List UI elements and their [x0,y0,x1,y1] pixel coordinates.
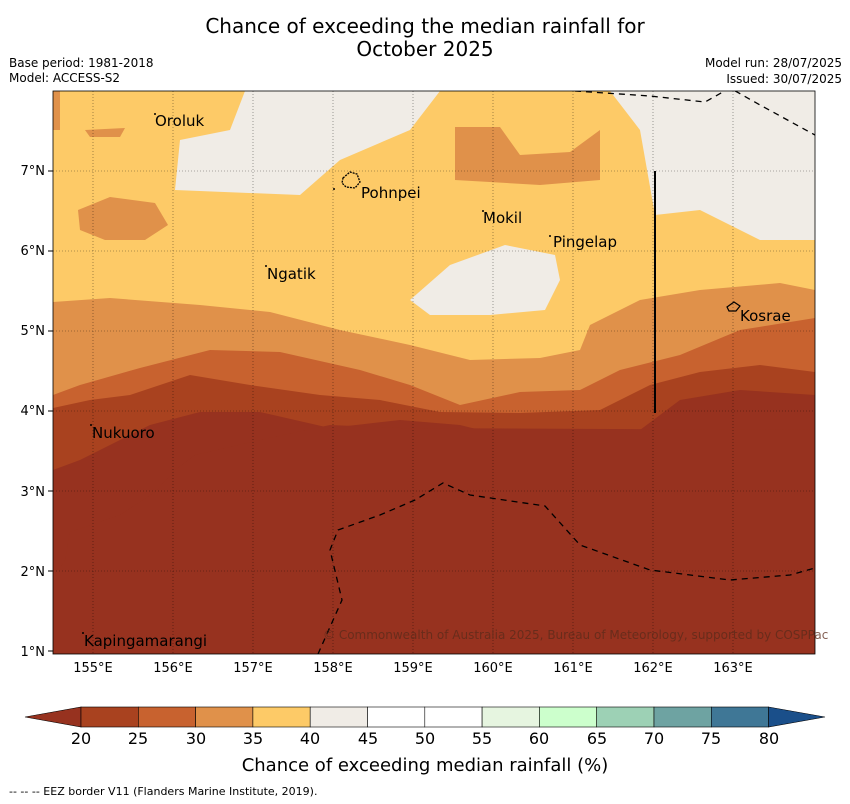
colorbar-tick: 80 [758,729,780,748]
lat-label: 2°N [20,565,46,580]
place-label-kosrae: Kosrae [740,307,791,325]
place-label-pohnpei: Pohnpei [361,184,421,202]
lon-label: 160°E [473,661,513,676]
colorbar-tick: 60 [528,729,550,748]
lon-label: 162°E [633,661,673,676]
lat-label: 4°N [20,404,46,419]
lat-label: 6°N [20,244,46,259]
place-label-oroluk: Oroluk [155,112,205,130]
colorbar-tick: 75 [700,729,722,748]
atoll-markers [82,113,551,634]
kosrae-island-icon [726,301,741,312]
pohnpei-island-icon [341,171,361,189]
place-label-kapingamarangi: Kapingamarangi [84,632,208,650]
lon-label: 161°E [553,661,593,676]
place-label-ngatik: Ngatik [267,265,316,283]
lon-label: 155°E [73,661,113,676]
colorbar-tick: 40 [299,729,321,748]
lat-label: 5°N [20,324,46,339]
axis-ticks [48,170,53,652]
lon-label: 158°E [313,661,353,676]
gridlines [53,91,815,654]
colorbar-tick: 65 [586,729,608,748]
eez-borders [317,91,815,654]
lon-label: 156°E [153,661,193,676]
colorbar-tick: 35 [242,729,264,748]
issued-date: Issued: 30/07/2025 [726,72,842,86]
chart-title-line1: Chance of exceeding the median rainfall … [205,14,645,38]
colorbar-tick: 25 [127,729,149,748]
colorbar-tick: 30 [185,729,207,748]
place-label-mokil: Mokil [483,209,523,227]
place-label-pingelap: Pingelap [553,233,618,251]
lat-label: 1°N [20,645,46,660]
colorbar-label: Chance of exceeding median rainfall (%) [241,755,609,776]
colorbar-tick: 20 [70,729,92,748]
colorbar-tick: 50 [414,729,436,748]
lon-label: 163°E [713,661,753,676]
map-fill [53,91,815,654]
model-name: Model: ACCESS-S2 [9,71,121,85]
place-label-nukuoro: Nukuoro [92,424,155,442]
copyright-notice: © Commonwealth of Australia 2025, Bureau… [323,628,829,642]
base-period: Base period: 1981-2018 [9,56,154,70]
colorbar-tick: 70 [643,729,665,748]
lat-label: 3°N [20,485,46,500]
colorbar-tick: 45 [357,729,379,748]
lon-label: 159°E [393,661,433,676]
lon-label: 157°E [233,661,273,676]
model-run: Model run: 28/07/2025 [704,56,842,70]
colorbar-tick: 55 [471,729,493,748]
colorbar [24,706,826,728]
chart-title-line2: October 2025 [356,37,494,61]
lat-label: 7°N [20,164,46,179]
map-frame [52,90,816,655]
eez-footnote: -- -- -- EEZ border V11 (Flanders Marine… [9,785,318,798]
